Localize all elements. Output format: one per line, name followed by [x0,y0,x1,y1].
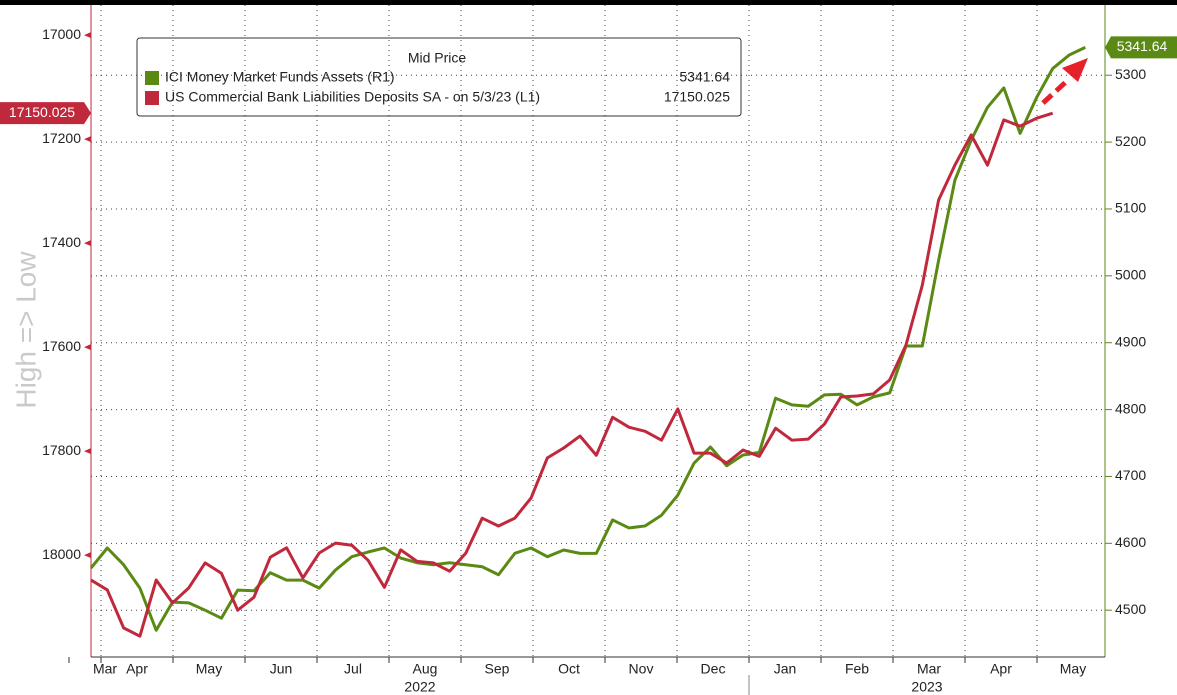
y-tick-label: 17800 [42,442,81,458]
y-tick-label: 17600 [42,338,81,354]
last-value-box [1105,36,1177,59]
y-tick [84,552,91,559]
legend-box [136,37,742,117]
legend-label: ICI Money Market Funds Assets (R1) [165,69,395,85]
y2-tick-label: 4500 [1115,601,1146,617]
y-axis-label: High => Low [10,251,41,409]
y-tick-label: 17200 [42,130,81,146]
x-tick-label: May [196,661,222,677]
top-border [0,0,1177,5]
x-tick-label: Feb [845,661,869,677]
x-tick-label: Sep [485,661,510,677]
y-tick-label: 18000 [42,546,81,562]
x-tick-label: Jun [270,661,293,677]
legend-value: 5341.64 [679,69,730,85]
y2-tick-label: 4700 [1115,467,1146,483]
arrow [1041,78,1070,105]
x-tick-label: Mar [917,661,941,677]
y-tick-label: 17000 [42,26,81,42]
x-tick-label: Jul [344,661,362,677]
arrow-head [1062,58,1088,82]
legend-title: Mid Price [408,50,467,66]
series-line [90,111,1054,638]
y-tick [84,448,91,455]
legend-swatch [145,91,159,105]
x-tick-label: Aug [413,661,438,677]
y2-tick-label: 4600 [1115,534,1146,550]
last-value-box [0,102,91,125]
y2-tick-label: 5100 [1115,200,1146,216]
y2-tick-label: 4900 [1115,333,1146,349]
y2-tick-label: 5300 [1115,66,1146,82]
last-value-label: 5341.64 [1117,38,1168,54]
y-tick [84,136,91,143]
y2-tick-label: 5200 [1115,133,1146,149]
year-label: 2022 [404,679,435,695]
x-tick-label: Apr [990,661,1012,677]
x-tick-label: Nov [629,661,654,677]
legend-label: US Commercial Bank Liabilities Deposits … [165,89,540,105]
x-tick-label: Jan [774,661,797,677]
y-tick [84,344,91,351]
y-tick [84,32,91,39]
legend-swatch [145,71,159,85]
last-value-label: 17150.025 [9,104,75,120]
y-tick [84,240,91,247]
x-tick-label: Mar [93,661,117,677]
x-tick-label: May [1060,661,1086,677]
y-tick-label: 17400 [42,234,81,250]
legend-value: 17150.025 [664,89,730,105]
x-tick-label: Oct [558,661,580,677]
y2-tick-label: 4800 [1115,400,1146,416]
y2-tick-label: 5000 [1115,267,1146,283]
x-tick-label: Dec [701,661,726,677]
x-tick-label: Apr [126,661,148,677]
year-label: 2023 [911,679,942,695]
